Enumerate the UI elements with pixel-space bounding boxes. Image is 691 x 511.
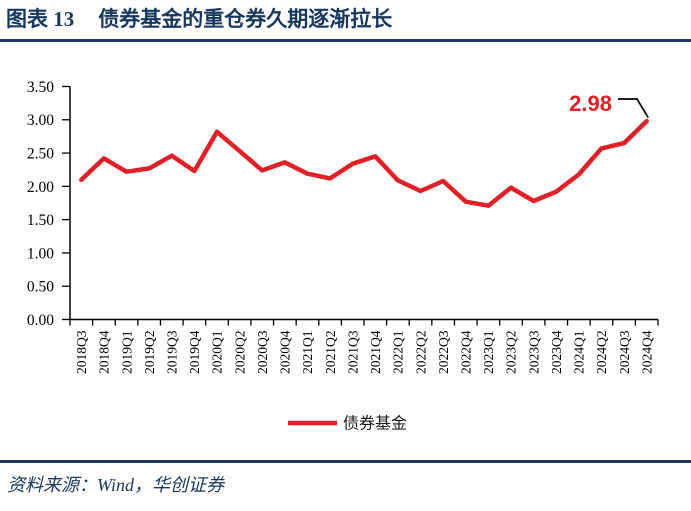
y-tick-label: 2.00 — [27, 179, 54, 196]
figure-label: 图表 13 — [6, 7, 75, 31]
legend: 债券基金 — [288, 415, 407, 433]
annotation-value: 2.98 — [569, 91, 612, 116]
x-axis-label: 2024Q2 — [594, 331, 609, 375]
x-axis-label: 2021Q1 — [300, 331, 315, 375]
y-tick-label: 3.00 — [27, 112, 54, 129]
x-axis-label: 2024Q3 — [617, 330, 632, 374]
legend-label-bond-fund: 债券基金 — [343, 415, 407, 433]
x-axis-label: 2021Q2 — [323, 331, 338, 375]
x-axis-label: 2022Q3 — [436, 330, 451, 374]
y-tick-label: 2.50 — [27, 145, 54, 162]
x-axis-label: 2024Q1 — [572, 331, 587, 375]
x-axis-label: 2019Q1 — [119, 331, 134, 375]
y-tick-label: 1.50 — [27, 212, 54, 229]
y-tick-label: 0.50 — [27, 279, 54, 296]
x-axis-label: 2020Q1 — [210, 331, 225, 375]
annotation-callout — [618, 98, 649, 119]
figure-header: 图表 13 债券基金的重仓券久期逐渐拉长 — [6, 3, 392, 33]
x-axis-label: 2023Q2 — [504, 331, 519, 375]
title-divider — [0, 39, 691, 42]
page-title: 债券基金的重仓券久期逐渐拉长 — [98, 7, 393, 31]
x-axis-label: 2019Q4 — [187, 330, 202, 374]
series-line-bond-fund — [79, 118, 649, 208]
x-axis-label: 2020Q3 — [255, 330, 270, 374]
y-axis: 3.50 3.00 2.50 2.00 1.50 1.00 0.50 0.00 — [27, 79, 71, 329]
x-axis-label: 2022Q4 — [458, 330, 473, 374]
x-axis-label: 2024Q4 — [639, 330, 654, 374]
x-axis-label: 2020Q4 — [278, 330, 293, 374]
x-axis-label: 2023Q3 — [526, 330, 541, 374]
x-axis-label: 2021Q3 — [345, 330, 360, 374]
y-tick-label: 3.50 — [27, 79, 54, 96]
x-axis-label: 2023Q1 — [481, 331, 496, 375]
y-tick-label: 0.00 — [27, 312, 54, 329]
x-axis-label: 2022Q2 — [413, 331, 428, 375]
x-axis-label: 2019Q3 — [164, 330, 179, 374]
x-axis-label: 2022Q1 — [391, 331, 406, 375]
x-axis-label: 2018Q4 — [97, 330, 112, 374]
x-axis-label: 2019Q2 — [142, 331, 157, 375]
x-axis-label: 2023Q4 — [549, 330, 564, 374]
source-divider — [0, 460, 691, 463]
x-axis-label: 2020Q2 — [232, 331, 247, 375]
x-axis-label: 2021Q4 — [368, 330, 383, 374]
x-axis: 2018Q3 2018Q4 2019Q1 2019Q2 2019Q3 2019Q4 2020… — [69, 318, 659, 375]
y-tick-label: 1.00 — [27, 245, 54, 262]
x-axis-label: 2018Q3 — [74, 330, 89, 374]
source-text: 资料来源：Wind，华创证券 — [7, 475, 225, 495]
